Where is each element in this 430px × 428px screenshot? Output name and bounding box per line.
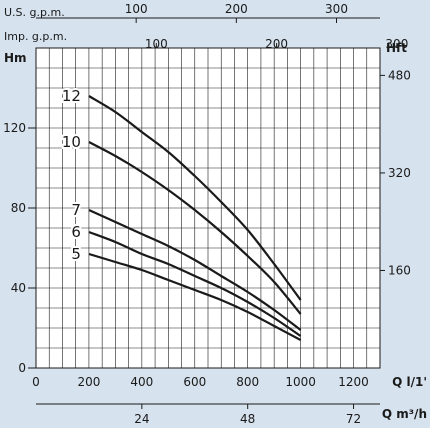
curve-label-6: 6 bbox=[71, 223, 81, 241]
m3h-axis-title: Q m³/h bbox=[382, 407, 427, 421]
curve-label-5: 5 bbox=[71, 245, 81, 263]
hft-tick-label: 160 bbox=[388, 263, 411, 277]
imp-gpm-tick-label: 200 bbox=[265, 37, 288, 51]
x-tick-label: 200 bbox=[77, 375, 100, 389]
y-tick-label: 80 bbox=[11, 201, 26, 215]
hft-axis-title: Hft bbox=[386, 41, 407, 55]
x-tick-label: 0 bbox=[32, 375, 40, 389]
curve-label-7: 7 bbox=[71, 201, 81, 219]
us-gpm-tick-label: 200 bbox=[225, 2, 248, 16]
us-gpm-axis-title: U.S. g.p.m. bbox=[4, 6, 65, 19]
hft-tick-label: 320 bbox=[388, 166, 411, 180]
x-axis-title: Q l/1' bbox=[392, 375, 427, 389]
curve-stage-5 bbox=[88, 252, 302, 341]
imp-gpm-tick-label: 300 bbox=[385, 37, 408, 51]
y-tick-label: 40 bbox=[11, 281, 26, 295]
us-gpm-tick-label: 300 bbox=[325, 2, 348, 16]
x-tick-label: 600 bbox=[183, 375, 206, 389]
m3h-tick-label: 24 bbox=[134, 412, 149, 426]
imp-gpm-axis-title: Imp. g.p.m. bbox=[4, 30, 67, 43]
y-tick-label: 120 bbox=[3, 121, 26, 135]
hft-tick-label: 480 bbox=[388, 68, 411, 82]
m3h-tick-label: 72 bbox=[346, 412, 361, 426]
curve-stage-10 bbox=[88, 141, 302, 315]
curve-stage-12 bbox=[88, 95, 302, 301]
x-tick-label: 1000 bbox=[285, 375, 316, 389]
curves bbox=[88, 95, 302, 341]
axes: 0 200 400 600 800 1000 1200 Q l/1'24 48 72 Q m³/h1… bbox=[3, 2, 427, 426]
labels: 12 10 7 6 5 bbox=[60, 85, 83, 265]
x-tick-label: 400 bbox=[130, 375, 153, 389]
y-axis-title: Hm bbox=[4, 51, 27, 65]
x-tick-label: 1200 bbox=[338, 375, 369, 389]
x-tick-label: 800 bbox=[236, 375, 259, 389]
curve-stage-7 bbox=[88, 208, 302, 331]
curve-label-12: 12 bbox=[62, 87, 81, 105]
grid bbox=[35, 47, 381, 369]
y-tick-label: 0 bbox=[18, 361, 26, 375]
curve-label-10: 10 bbox=[62, 133, 81, 151]
m3h-tick-label: 48 bbox=[240, 412, 255, 426]
imp-gpm-tick-label: 100 bbox=[145, 37, 168, 51]
curve-stage-6 bbox=[88, 230, 302, 337]
us-gpm-tick-label: 100 bbox=[125, 2, 148, 16]
